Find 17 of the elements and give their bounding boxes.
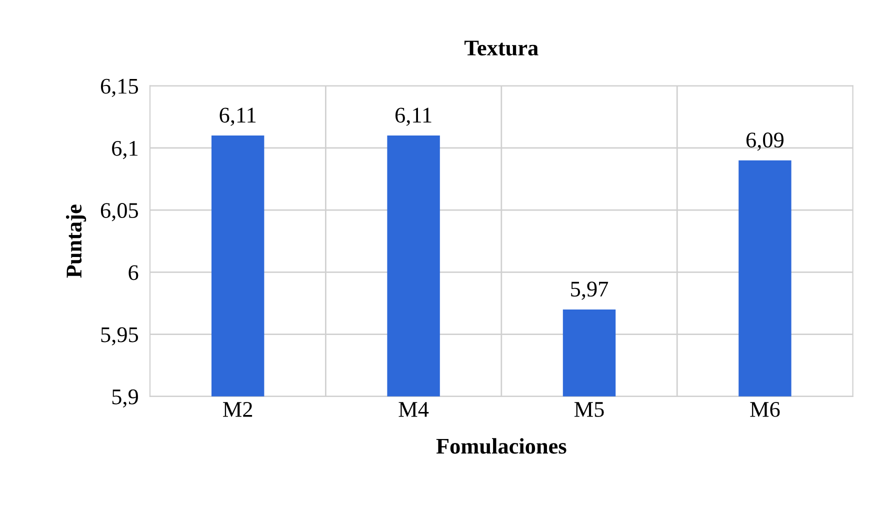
y-axis-title: Puntaje	[66, 204, 86, 278]
y-tick-label: 6	[128, 265, 138, 280]
data-label: 6,09	[746, 132, 784, 151]
x-tick-label: M2	[223, 402, 252, 417]
y-tick-label: 6,05	[100, 203, 138, 222]
x-axis-title: Fomulaciones	[436, 438, 566, 454]
y-tick-label: 5,9	[112, 389, 138, 408]
x-tick-label: M4	[398, 402, 429, 417]
y-tick-label: 6,1	[112, 140, 138, 160]
data-label: 6,11	[220, 108, 256, 126]
y-tick-label: 6,15	[100, 78, 138, 97]
y-tick-label: 5,95	[101, 327, 138, 346]
x-tick-label: M5	[574, 402, 604, 417]
data-label: 6,11	[395, 108, 432, 126]
x-tick-label: M6	[750, 402, 780, 417]
data-label: 5,97	[571, 282, 608, 300]
chart-title: Textura	[464, 40, 538, 56]
